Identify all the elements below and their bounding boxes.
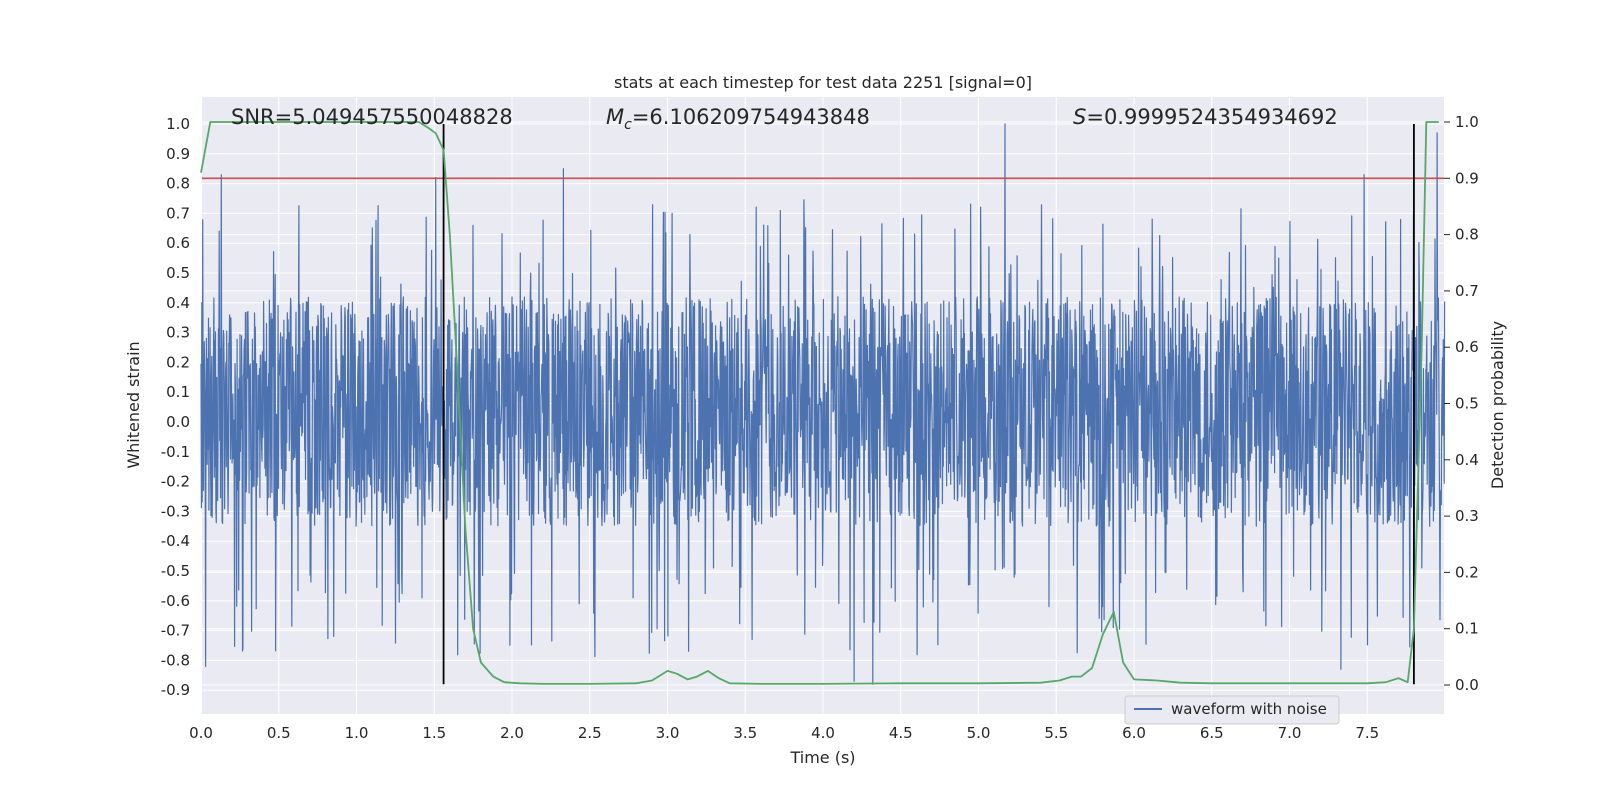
- x-tick-label: 0.0: [189, 724, 213, 742]
- y-tick-label: 0.7: [166, 204, 190, 222]
- y2-tick-label: 0.5: [1455, 395, 1479, 413]
- y2-tick-label: 0.2: [1455, 563, 1479, 581]
- x-tick-label: 0.5: [267, 724, 291, 742]
- y2-tick-label: 0.6: [1455, 338, 1479, 356]
- chart-title: stats at each timestep for test data 225…: [614, 73, 1032, 92]
- y2-axis-label: Detection probability: [1488, 321, 1507, 489]
- y-axis-label: Whitened strain: [124, 341, 143, 468]
- y2-tick-label: 1.0: [1455, 113, 1479, 131]
- x-tick-label: 1.0: [345, 724, 369, 742]
- x-tick-label: 2.0: [500, 724, 524, 742]
- y-tick-label: -0.5: [161, 562, 190, 580]
- y2-tick-label: 0.3: [1455, 507, 1479, 525]
- x-axis-label: Time (s): [789, 748, 855, 767]
- x-tick-label: 3.5: [733, 724, 757, 742]
- y-tick-label: -0.2: [161, 473, 190, 491]
- snr-annotation: SNR=5.049457550048828: [231, 105, 513, 129]
- y-tick-label: -0.3: [161, 502, 190, 520]
- y2-tick-label: 0.0: [1455, 676, 1479, 694]
- x-tick-label: 4.5: [889, 724, 913, 742]
- y-tick-label: 0.6: [166, 234, 190, 252]
- chirp-mass-annotation: Mc=6.106209754943848: [606, 105, 870, 133]
- y-tick-label: 0.5: [166, 264, 190, 282]
- y-tick-label: 0.4: [166, 294, 190, 312]
- y2-tick-label: 0.1: [1455, 620, 1479, 638]
- y-tick-label: 0.2: [166, 353, 190, 371]
- x-tick-label: 4.0: [811, 724, 835, 742]
- y-tick-label: 0.1: [166, 383, 190, 401]
- x-tick-label: 6.5: [1200, 724, 1224, 742]
- y2-tick-label: 0.4: [1455, 451, 1479, 469]
- legend: waveform with noise: [1124, 695, 1340, 725]
- y-tick-label: -0.9: [161, 681, 190, 699]
- x-tick-label: 6.0: [1122, 724, 1146, 742]
- x-tick-label: 7.0: [1278, 724, 1302, 742]
- waveform-line: [200, 123, 1446, 685]
- y2-tick-label: 0.7: [1455, 282, 1479, 300]
- x-tick-label: 5.5: [1044, 724, 1068, 742]
- y-tick-label: -0.7: [161, 622, 190, 640]
- y-tick-label: -0.4: [161, 532, 190, 550]
- y-tick-label: 0.3: [166, 324, 190, 342]
- x-tick-label: 2.5: [578, 724, 602, 742]
- overlay-lines: [200, 121, 1444, 685]
- x-tick-label: 3.0: [656, 724, 680, 742]
- y-tick-label: 0.9: [166, 145, 190, 163]
- y-tick-label: 0.0: [166, 413, 190, 431]
- tick-labels: 0.0 0.5 1.0 1.5 2.0 2.5 3.0 3.5 4.0 4.5 5.0 5.5 6.0 6…: [161, 113, 1479, 742]
- x-tick-label: 5.0: [967, 724, 991, 742]
- y2-tick-label: 0.8: [1455, 226, 1479, 244]
- waveform-series: [200, 123, 1446, 685]
- y2-tick-label: 0.9: [1455, 169, 1479, 187]
- y-tick-label: -0.8: [161, 651, 190, 669]
- y-tick-label: -0.1: [161, 443, 190, 461]
- detection-probability-line: [200, 121, 1439, 685]
- x-tick-label: 7.5: [1355, 724, 1379, 742]
- y-tick-label: -0.6: [161, 592, 190, 610]
- legend-entry: waveform with noise: [1171, 700, 1327, 718]
- s-annotation: S=0.9999524354934692: [1073, 105, 1338, 129]
- legend-box: [1124, 695, 1340, 725]
- y-tick-label: 0.8: [166, 175, 190, 193]
- y-tick-label: 1.0: [166, 115, 190, 133]
- x-tick-label: 1.5: [422, 724, 446, 742]
